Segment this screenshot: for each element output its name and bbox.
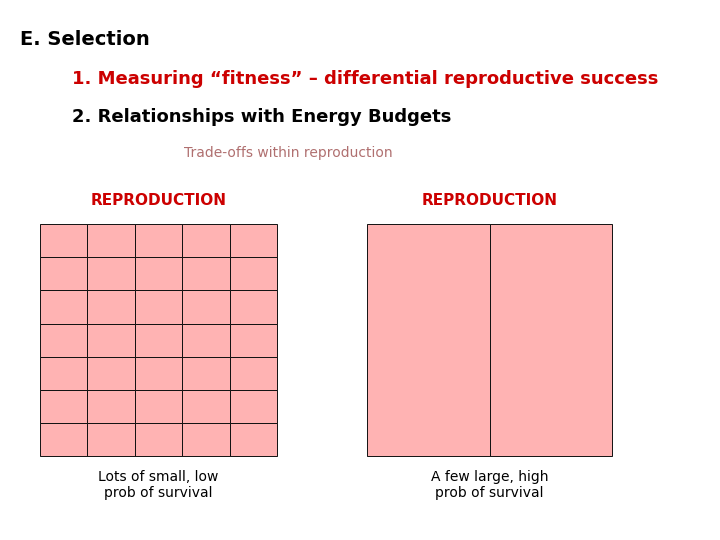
Text: A few large, high
prob of survival: A few large, high prob of survival (431, 470, 549, 500)
Text: Trade-offs within reproduction: Trade-offs within reproduction (184, 146, 392, 160)
Text: Lots of small, low
prob of survival: Lots of small, low prob of survival (98, 470, 219, 500)
Text: 2. Relationships with Energy Budgets: 2. Relationships with Energy Budgets (72, 108, 451, 126)
Text: REPRODUCTION: REPRODUCTION (91, 193, 226, 208)
Text: E. Selection: E. Selection (20, 30, 150, 49)
Text: 1. Measuring “fitness” – differential reproductive success: 1. Measuring “fitness” – differential re… (72, 70, 658, 88)
Text: REPRODUCTION: REPRODUCTION (422, 193, 557, 208)
